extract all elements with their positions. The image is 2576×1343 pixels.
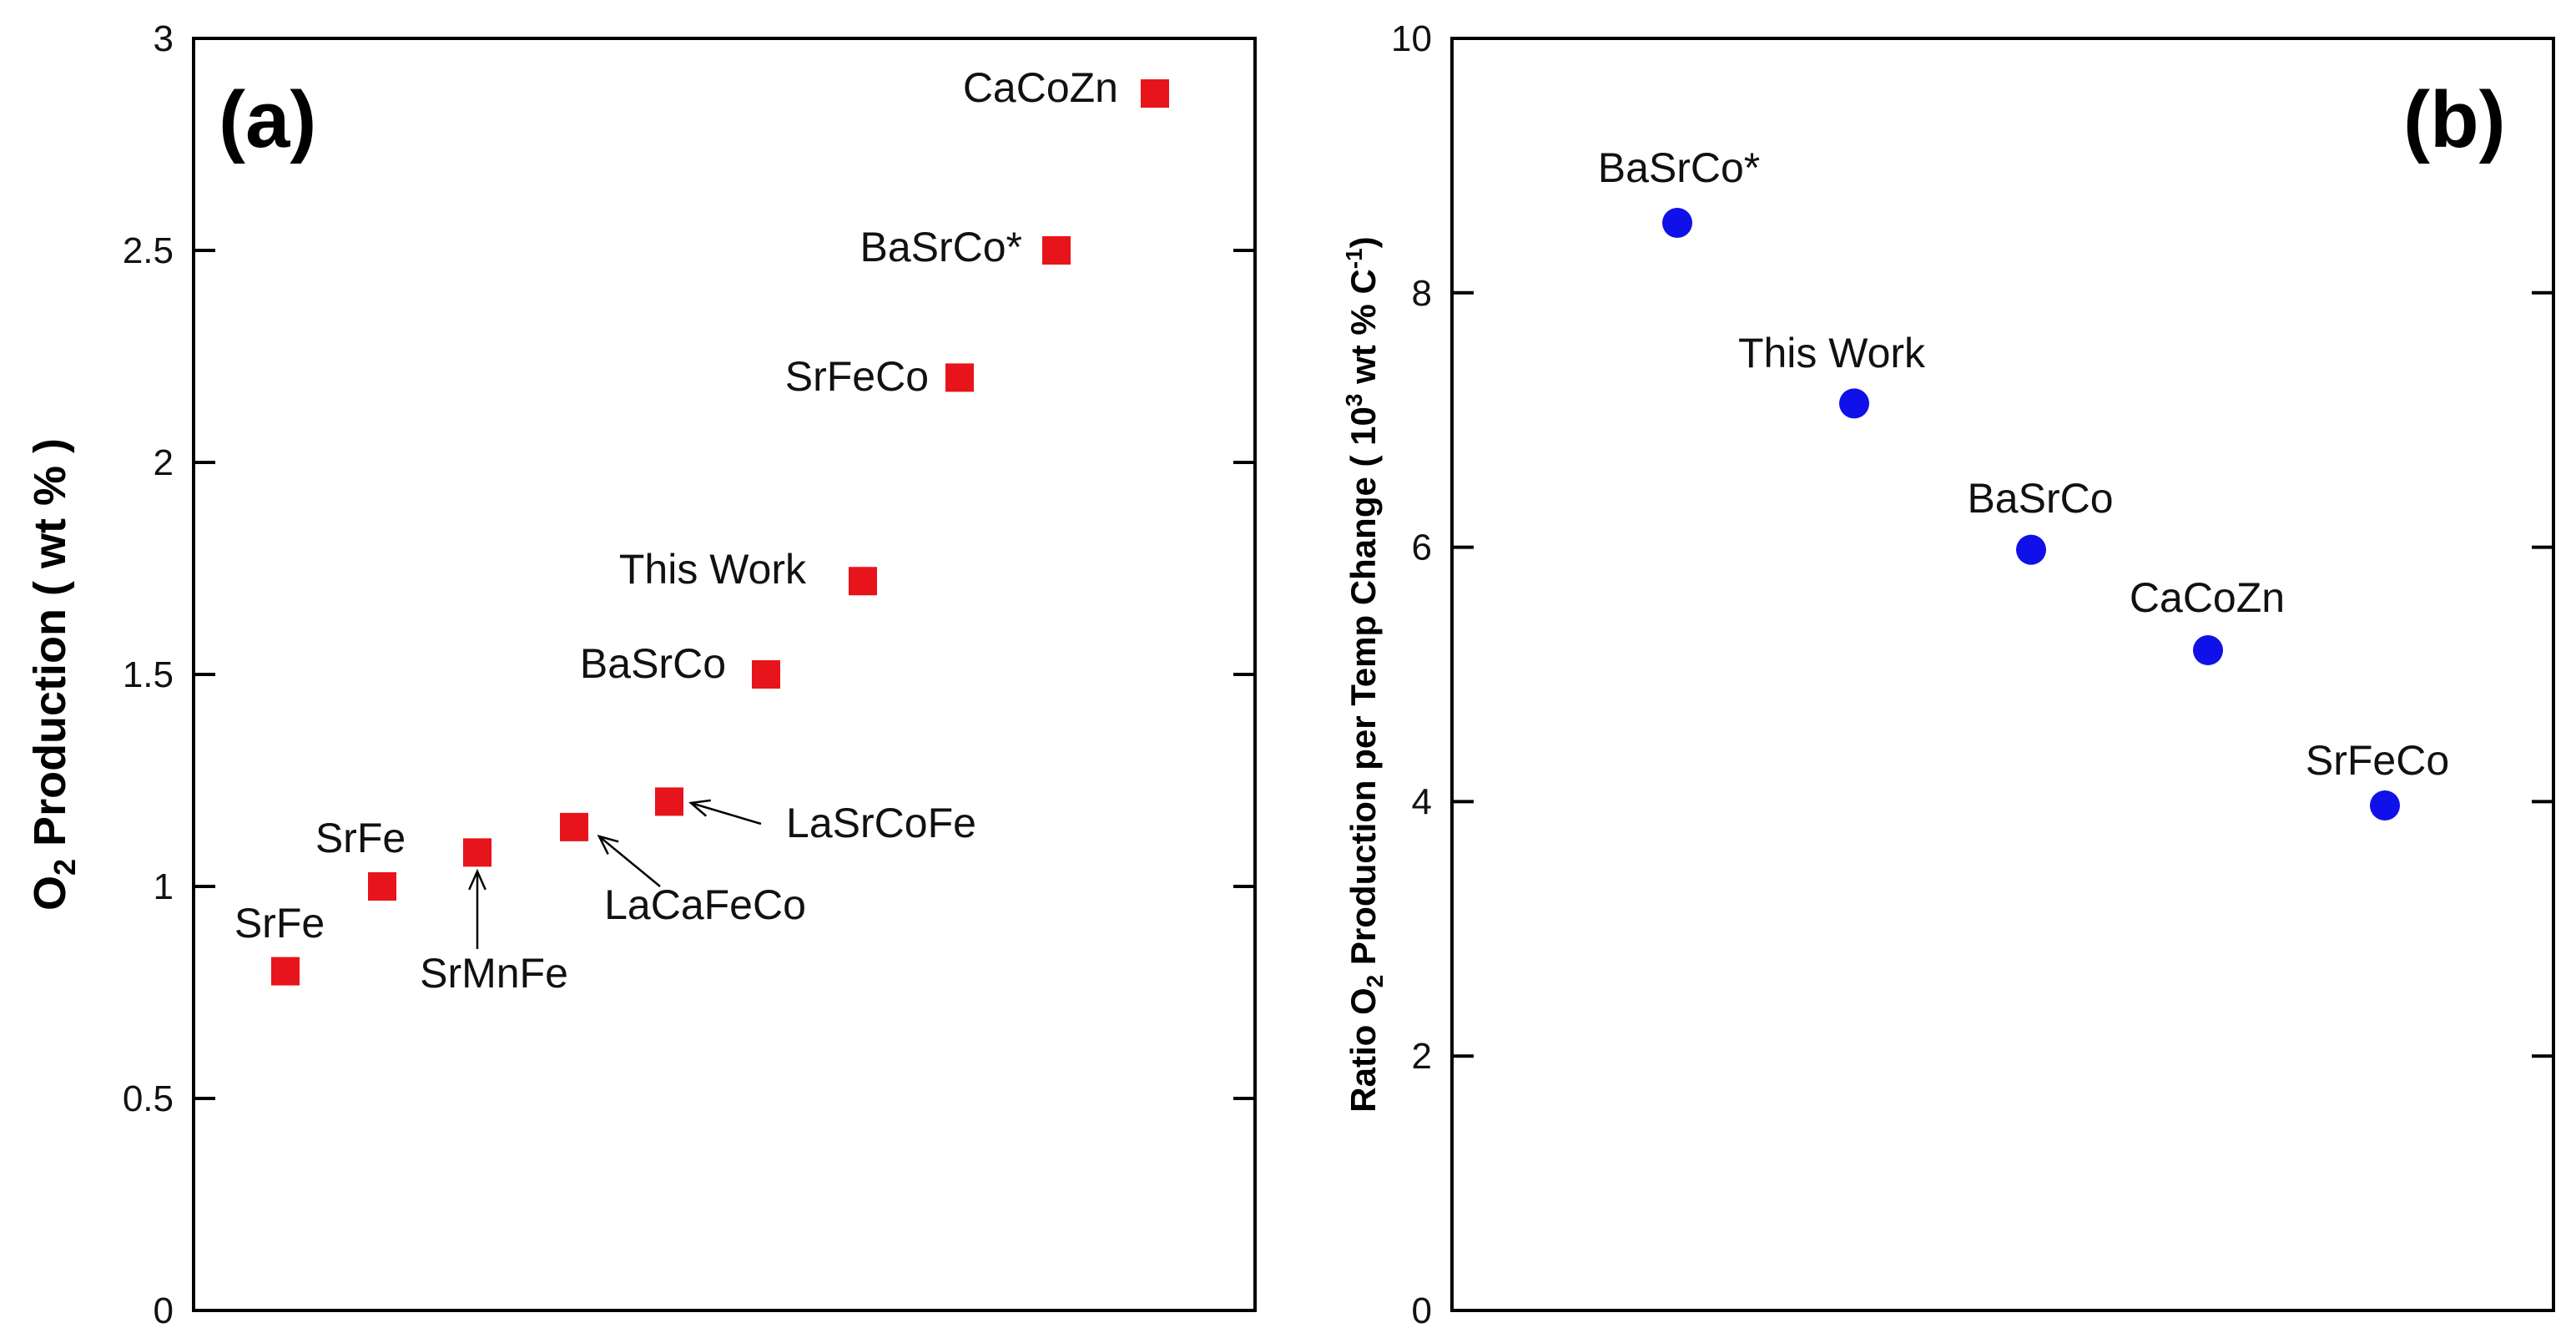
point-label: SrFe bbox=[234, 900, 325, 947]
point-label: BaSrCo bbox=[1967, 475, 2113, 522]
panel-b-y-axis-title: Ratio O2 Production per Temp Change ( 10… bbox=[1341, 236, 1388, 1112]
panel-a-y-ticks: 0 0.5 1 1.5 2 2.5 3 bbox=[123, 18, 1255, 1331]
panel-b-y-ticks: 0 2 4 6 8 10 bbox=[1391, 18, 2553, 1331]
point-label: CaCoZn bbox=[2130, 574, 2285, 621]
panel-a-y-title-prefix: O bbox=[25, 876, 75, 911]
point-label: BaSrCo* bbox=[860, 224, 1022, 270]
data-point bbox=[1839, 388, 1869, 419]
panel-b-y-title-mid: Production per Temp Change ( 10 bbox=[1343, 406, 1383, 975]
panel-b-y-title-end: ) bbox=[1343, 236, 1383, 248]
point-label: LaCaFeCo bbox=[604, 881, 806, 928]
y-tick-label: 3 bbox=[154, 18, 174, 59]
annotation-arrowhead bbox=[597, 835, 619, 856]
point-label: CaCoZn bbox=[963, 64, 1118, 111]
panel-b-y-title-prefix: Ratio O bbox=[1343, 987, 1383, 1112]
annotation-arrowhead bbox=[468, 868, 486, 891]
panel-b-y-title-sub: 2 bbox=[1362, 975, 1388, 988]
y-tick-label: 8 bbox=[1412, 273, 1432, 314]
annotation-arrow bbox=[598, 836, 661, 887]
point-label: LaSrCoFe bbox=[786, 800, 976, 846]
data-point bbox=[1141, 79, 1169, 109]
y-tick-label: 2 bbox=[1412, 1036, 1432, 1077]
point-label: SrFeCo bbox=[785, 353, 929, 400]
data-point bbox=[2016, 534, 2046, 565]
point-label: This Work bbox=[619, 546, 807, 593]
y-tick-label: 6 bbox=[1412, 528, 1432, 568]
y-tick-label: 0 bbox=[154, 1290, 174, 1331]
annotation-arrowhead bbox=[688, 799, 711, 817]
point-label: BaSrCo bbox=[580, 640, 726, 687]
data-point bbox=[368, 872, 396, 901]
data-point bbox=[560, 812, 588, 841]
y-tick-label: 1.5 bbox=[123, 654, 174, 695]
data-point bbox=[752, 660, 780, 689]
panel-a: 0 0.5 1 1.5 2 2.5 3 SrFe SrFe SrMnFe LaCaFeCo LaSr… bbox=[25, 18, 1257, 1331]
y-tick-label: 4 bbox=[1412, 781, 1432, 822]
data-point bbox=[945, 363, 974, 392]
panel-b-frame bbox=[1450, 37, 2555, 1312]
y-tick-label: 10 bbox=[1391, 18, 1432, 59]
panel-a-y-title-rest: Production ( wt % ) bbox=[25, 438, 75, 859]
data-point bbox=[271, 957, 300, 986]
panel-a-point-labels: SrFe SrFe SrMnFe LaCaFeCo LaSrCoFe BaSrCo This… bbox=[234, 64, 1118, 997]
panel-b-tag: (b) bbox=[2403, 75, 2506, 164]
data-point bbox=[655, 787, 683, 816]
y-tick-label: 1 bbox=[154, 866, 174, 907]
data-point bbox=[849, 567, 877, 596]
panel-a-y-title-sub: 2 bbox=[48, 859, 82, 876]
data-point bbox=[1662, 207, 1692, 238]
point-label: SrFe bbox=[315, 815, 406, 861]
panel-b-y-title-sup1: 3 bbox=[1341, 394, 1367, 407]
panel-b: 0 2 4 6 8 10 BaSrCo* This Work BaSrCo CaCoZn SrFe… bbox=[1341, 18, 2555, 1331]
panel-a-y-axis-title: O2 Production ( wt % ) bbox=[25, 438, 82, 911]
y-tick-label: 2 bbox=[154, 442, 174, 483]
y-tick-label: 2.5 bbox=[123, 230, 174, 271]
panel-b-y-title-mid2: wt % C bbox=[1343, 269, 1383, 393]
panel-a-arrows bbox=[468, 799, 762, 949]
panel-b-point-labels: BaSrCo* This Work BaSrCo CaCoZn SrFeCo bbox=[1598, 144, 2449, 784]
data-point bbox=[463, 838, 492, 867]
data-point bbox=[2193, 635, 2223, 666]
panel-a-tag: (a) bbox=[219, 75, 316, 164]
y-tick-label: 0 bbox=[1412, 1290, 1432, 1331]
data-point bbox=[2370, 790, 2400, 820]
panel-b-points bbox=[1662, 207, 2400, 820]
y-tick-label: 0.5 bbox=[123, 1078, 174, 1119]
panel-a-points bbox=[271, 79, 1169, 986]
panel-b-y-title-sup2: -1 bbox=[1341, 248, 1367, 269]
data-point bbox=[1042, 236, 1071, 265]
annotation-arrow bbox=[690, 801, 762, 825]
point-label: This Work bbox=[1738, 330, 1926, 376]
point-label: SrMnFe bbox=[420, 950, 568, 997]
point-label: BaSrCo* bbox=[1598, 144, 1761, 191]
point-label: SrFeCo bbox=[2306, 737, 2449, 784]
